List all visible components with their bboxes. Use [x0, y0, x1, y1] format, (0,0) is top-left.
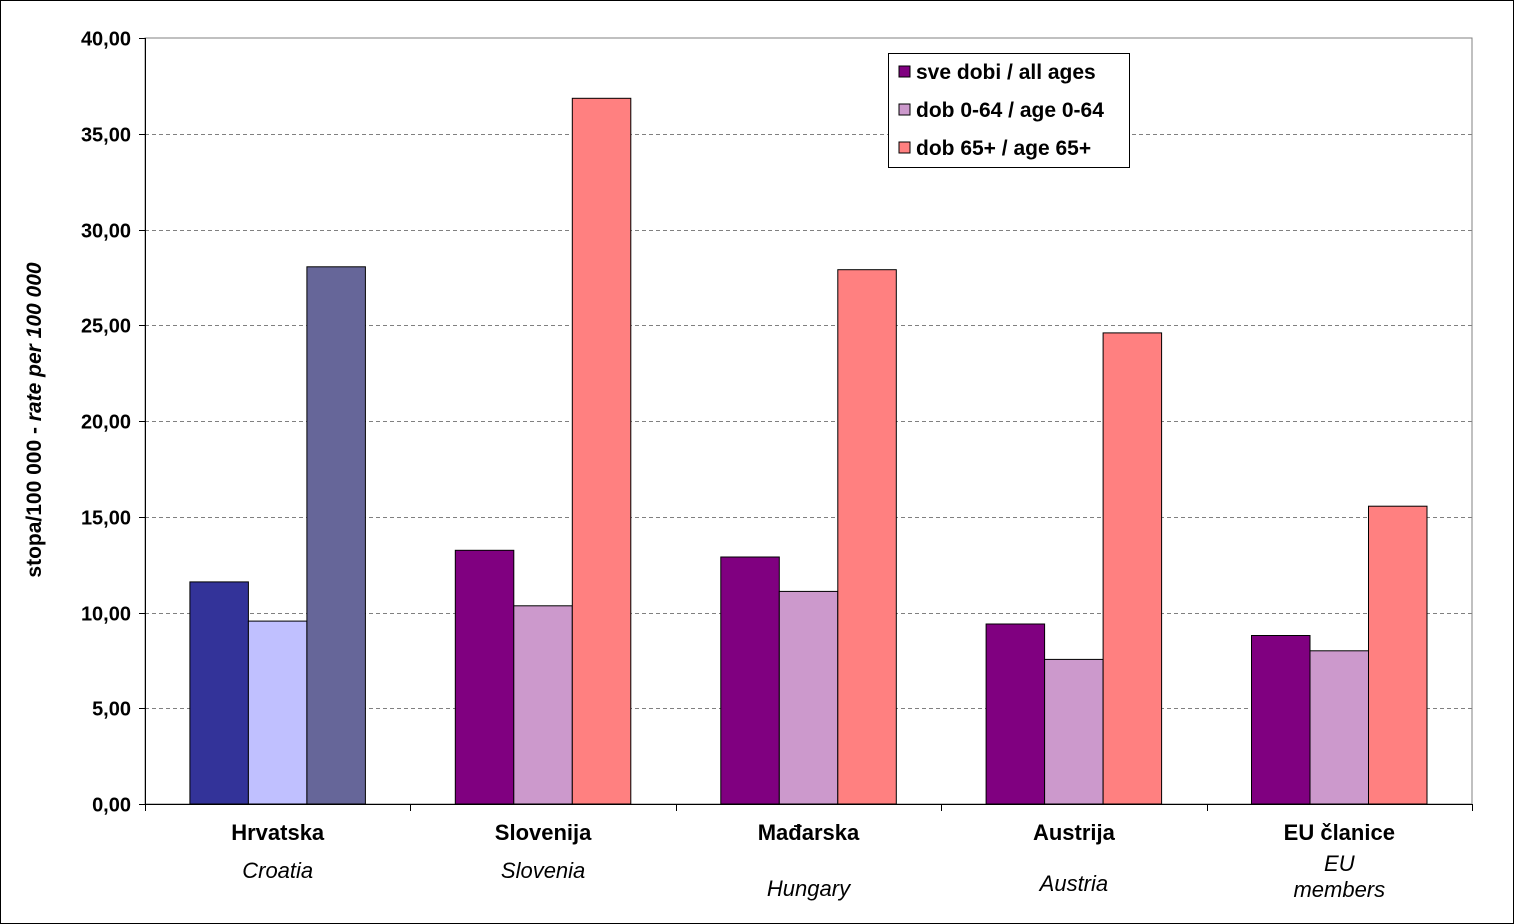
legend-box: [888, 53, 1130, 168]
bar: [513, 605, 573, 805]
y-tick-label: 30,00: [81, 221, 131, 243]
x-category-label: Hrvatska: [231, 820, 325, 845]
y-tick-label: 0,00: [92, 795, 131, 817]
y-tick-label: 25,00: [81, 316, 131, 338]
x-category-sublabel: Austria: [1038, 871, 1108, 896]
legend-swatch: [898, 65, 911, 78]
legend: sve dobi / all ages dob 0-64 / age 0-64 do…: [888, 53, 1130, 168]
x-category-sublabel: Croatia: [242, 858, 313, 883]
bar: [720, 556, 780, 805]
y-axis-title-main: stopa/100 000 -: [23, 421, 46, 577]
x-category-label: EU članice: [1284, 820, 1395, 845]
legend-swatch: [898, 141, 911, 154]
y-tick-label: 15,00: [81, 508, 131, 530]
bar: [1368, 505, 1428, 805]
y-tick-label: 5,00: [92, 699, 131, 721]
bars: [189, 97, 1428, 805]
bar: [1044, 658, 1104, 805]
y-axis-title-italic: rate per 100 000: [23, 262, 46, 421]
x-category-label: Austrija: [1033, 820, 1116, 845]
bar: [1102, 332, 1163, 805]
bar: [247, 620, 308, 805]
x-category-sublabel: EU: [1324, 851, 1355, 876]
x-category-sublabel: Hungary: [767, 876, 852, 901]
legend-label: dob 0-64 / age 0-64: [916, 99, 1104, 122]
bar: [571, 97, 632, 805]
bar: [778, 590, 839, 805]
bar: [837, 269, 897, 805]
x-category-label: Mađarska: [758, 820, 860, 845]
bar: [1309, 650, 1369, 805]
x-category-label: Slovenija: [495, 820, 592, 845]
bar: [189, 581, 249, 805]
bar: [454, 549, 515, 805]
x-category-sublabel: members: [1293, 877, 1385, 902]
legend-swatch: [898, 103, 911, 116]
y-tick-label: 40,00: [81, 29, 131, 51]
legend-label: dob 65+ / age 65+: [916, 137, 1091, 160]
bar: [306, 266, 366, 805]
axis-labels: 0,00 5,00 10,00 15,00 20,00 25,00 30,00 35,00 40…: [23, 29, 1395, 903]
x-category-sublabel: Slovenia: [501, 858, 585, 883]
legend-label: sve dobi / all ages: [916, 61, 1096, 84]
y-tick-label: 20,00: [81, 412, 131, 434]
bar: [1251, 635, 1311, 805]
bar: [985, 623, 1046, 805]
y-tick-label: 35,00: [81, 125, 131, 147]
y-axis-title: stopa/100 000 - rate per 100 000: [23, 262, 46, 578]
y-tick-label: 10,00: [81, 604, 131, 626]
